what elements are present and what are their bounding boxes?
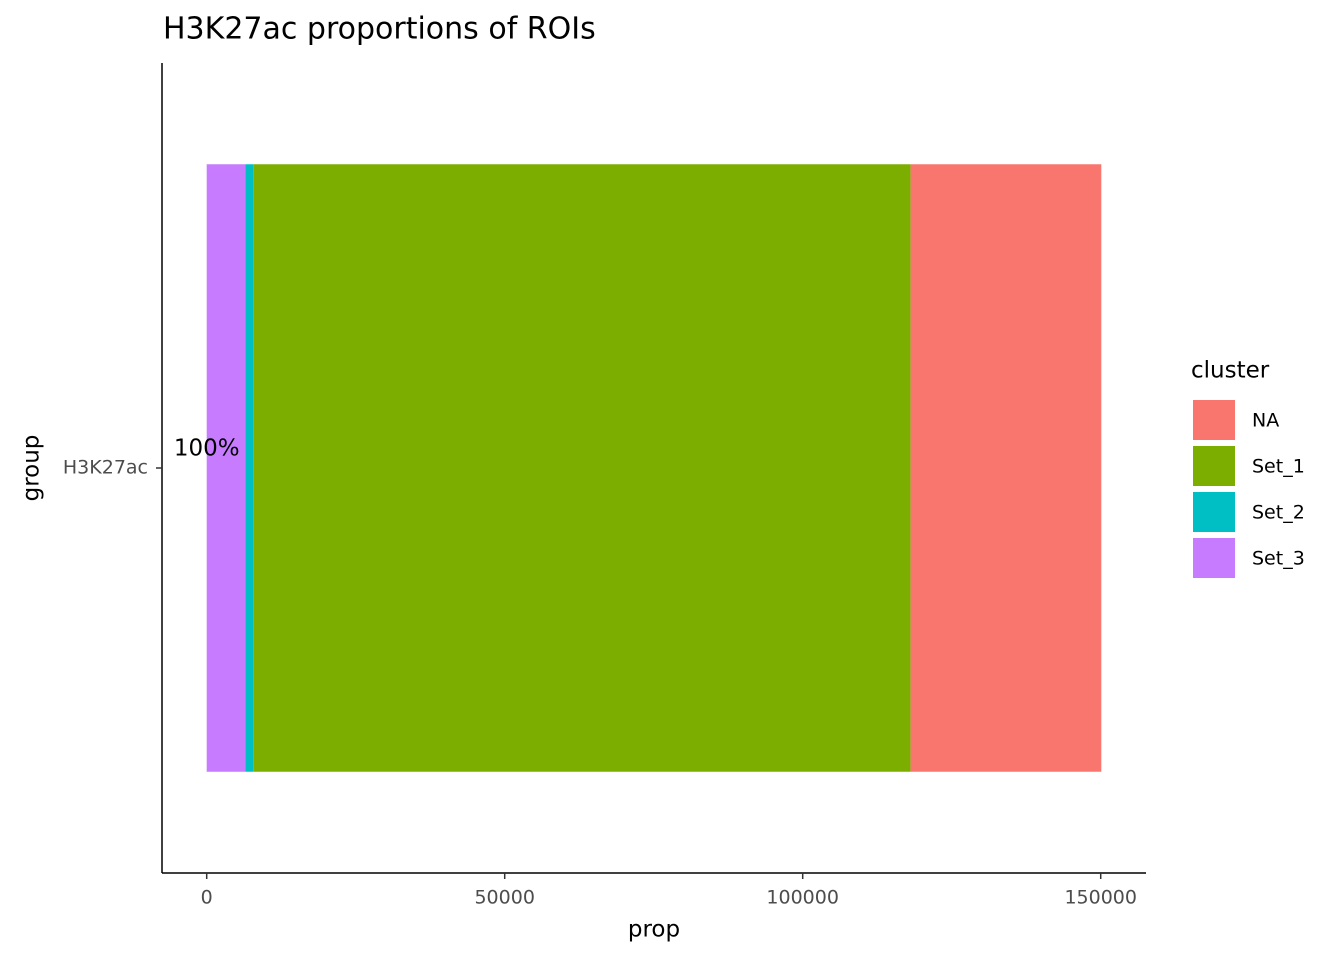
- bar-segment: [253, 164, 911, 772]
- legend-key: [1193, 538, 1235, 578]
- x-tick-label: 100000: [766, 887, 839, 909]
- x-axis-title: prop: [628, 917, 680, 943]
- x-tick-label: 0: [201, 887, 213, 909]
- legend-title: cluster: [1191, 358, 1270, 384]
- bar-segment: [245, 164, 254, 772]
- legend-key: [1193, 446, 1235, 486]
- legend-label: Set_1: [1252, 456, 1305, 478]
- x-tick-label: 50000: [474, 887, 534, 909]
- legend-key: [1193, 400, 1235, 440]
- y-axis-title: group: [19, 435, 45, 502]
- x-tick-label: 150000: [1064, 887, 1137, 909]
- data-label: 100%: [174, 436, 240, 462]
- bar-segment: [910, 164, 1102, 772]
- y-tick-label: H3K27ac: [63, 457, 148, 479]
- legend-label: Set_3: [1252, 548, 1305, 570]
- legend-label: NA: [1252, 410, 1279, 432]
- legend-key: [1193, 492, 1235, 532]
- legend-label: Set_2: [1252, 502, 1305, 524]
- chart-title: H3K27ac proportions of ROIs: [163, 12, 596, 47]
- bar-segment: [206, 164, 246, 772]
